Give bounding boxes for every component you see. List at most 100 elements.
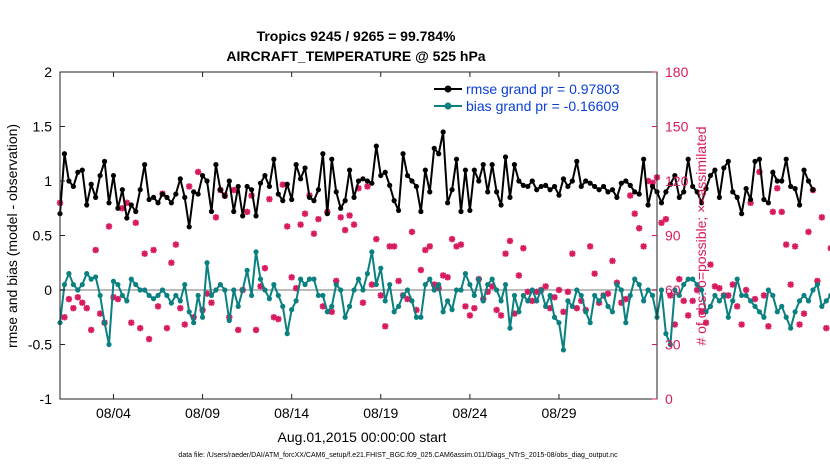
obs-count-marker: [471, 304, 478, 312]
bias-point: [191, 320, 197, 326]
obs-count-marker: [462, 303, 469, 310]
bias-point: [128, 276, 134, 282]
obs-count-marker: [150, 246, 157, 254]
rmse-point: [409, 178, 415, 184]
bias-point: [458, 287, 464, 293]
rmse-point: [587, 180, 593, 186]
bias-point: [84, 271, 90, 277]
obs-count-marker: [658, 219, 665, 226]
bias-point: [511, 292, 518, 299]
obs-count-marker: [87, 326, 95, 334]
bias-point: [636, 281, 642, 288]
legend-rmse-label: rmse grand pr = 0.97803: [466, 81, 620, 97]
rmse-point: [774, 178, 780, 184]
bias-point: [240, 287, 246, 293]
bias-point: [507, 325, 513, 331]
bias-point: [280, 303, 286, 309]
bias-point: [734, 276, 740, 282]
bias-point: [342, 314, 348, 320]
rmse-point: [440, 129, 446, 135]
obs-count-marker: [337, 214, 344, 221]
obs-count-marker: [235, 326, 242, 334]
bias-point: [618, 287, 624, 293]
obs-count-marker: [341, 226, 349, 234]
bias-point: [208, 292, 215, 299]
obs-count-marker: [662, 215, 670, 223]
obs-count-marker: [377, 292, 384, 299]
rmse-point: [431, 145, 437, 151]
obs-count-marker: [79, 299, 86, 306]
rmse-point: [543, 182, 549, 188]
rmse-point: [494, 189, 500, 195]
bias-point: [253, 249, 259, 255]
bias-point: [391, 309, 397, 315]
bias-point: [596, 298, 602, 304]
bias-point: [805, 298, 812, 304]
chart-title: Tropics 9245 / 9265 = 99.784%: [257, 28, 456, 44]
rmse-point: [391, 198, 397, 204]
y-tick-label: 0: [44, 282, 52, 298]
rmse-point: [97, 172, 103, 179]
bias-point: [351, 287, 357, 293]
bias-point: [498, 298, 504, 304]
bias-point: [725, 314, 731, 320]
y-tick-label: 1.5: [33, 119, 53, 135]
rmse-point: [623, 178, 629, 184]
rmse-point: [226, 178, 232, 184]
rmse-point: [779, 178, 785, 184]
obs-count-marker: [515, 272, 523, 279]
rmse-point: [124, 215, 130, 221]
rmse-point: [231, 208, 237, 215]
rmse-point: [244, 183, 250, 190]
bias-point: [431, 287, 437, 293]
bias-point: [266, 296, 272, 302]
bias-point: [739, 292, 745, 299]
obs-count-marker: [243, 208, 251, 216]
bias-point: [672, 287, 678, 293]
rmse-point: [115, 205, 121, 211]
x-tick-label: 08/24: [452, 405, 487, 421]
rmse-point: [756, 156, 763, 162]
bias-point: [324, 309, 330, 315]
obs-count-marker: [83, 304, 90, 312]
rmse-point: [801, 167, 807, 173]
rmse-point: [93, 194, 99, 200]
obs-count-marker: [136, 324, 144, 332]
bias-point: [520, 292, 526, 299]
rmse-point: [725, 158, 731, 164]
bias-point: [244, 267, 250, 273]
rmse-point: [765, 200, 771, 206]
rmse-point: [565, 183, 571, 190]
bias-point: [707, 303, 714, 309]
rmse-point: [520, 182, 526, 188]
bias-point: [199, 314, 206, 320]
obs-count-marker: [181, 321, 188, 328]
bias-point: [788, 325, 794, 331]
bias-point: [574, 287, 580, 293]
bias-point: [721, 292, 727, 299]
rmse-point: [734, 194, 740, 200]
rmse-point: [142, 162, 148, 168]
rmse-point: [364, 178, 371, 184]
obs-count-marker: [520, 245, 527, 252]
obs-count-marker: [778, 208, 785, 216]
rmse-point: [632, 189, 638, 195]
rmse-point: [574, 158, 580, 164]
bias-point: [79, 281, 85, 288]
obs-count-marker: [506, 237, 514, 245]
bias-point: [293, 298, 299, 304]
obs-count-marker: [230, 186, 237, 194]
rmse-point: [404, 172, 411, 179]
bias-point: [516, 309, 522, 315]
rmse-point: [101, 158, 108, 164]
obs-count-marker: [573, 304, 581, 312]
obs-count-marker: [716, 284, 723, 292]
bias-point: [110, 278, 117, 284]
y-tick-label: 2: [44, 64, 52, 80]
obs-count-marker: [631, 210, 638, 217]
bias-point: [124, 298, 130, 304]
rmse-point: [498, 202, 504, 208]
rmse-point: [159, 191, 166, 197]
rmse-point: [182, 194, 188, 200]
obs-count-marker: [569, 250, 576, 257]
